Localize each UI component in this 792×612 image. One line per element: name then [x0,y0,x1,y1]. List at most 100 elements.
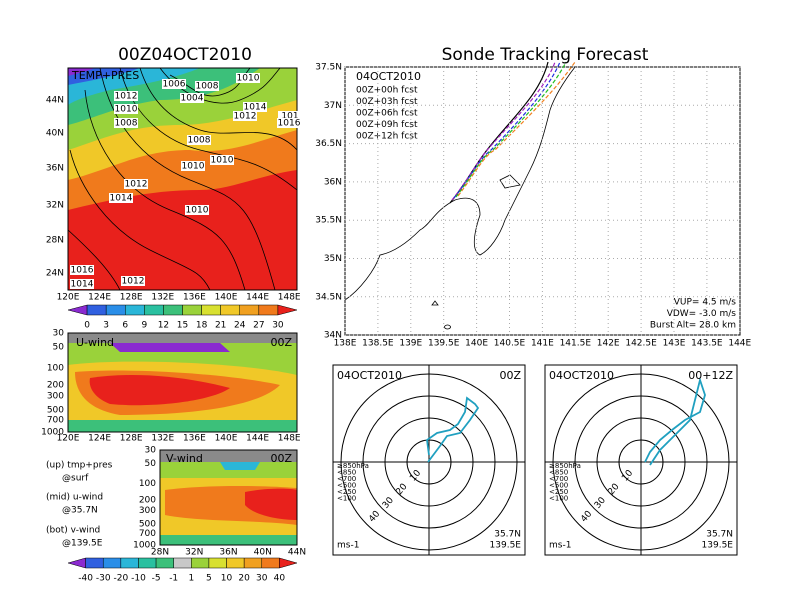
level-legend: <500 [337,482,356,490]
contour-label: 1012 [234,112,257,122]
note: (up) tmp+pres [46,461,113,471]
tracks [449,61,576,204]
flight-stat: VDW= -3.0 m/s [667,309,737,319]
pressure-label: 1000 [133,541,156,551]
contour-label: 1008 [115,119,138,129]
contour-label: 1010 [182,162,205,172]
lon-label: 143.5E [691,339,723,349]
colorbar-label: 18 [196,321,208,331]
note: @35.7N [62,506,98,516]
colorbar-label: 30 [256,574,268,584]
lon-label: 138E [334,339,357,349]
lat-label: 34.5N [315,292,342,302]
lon-label: 148E [278,293,301,303]
lat-label: 35.5N [315,216,342,226]
contour-label: 1016 [278,119,301,129]
colorbar-label: -5 [152,574,161,584]
lon-label: 144E [728,339,751,349]
contour-label-bg [121,276,145,286]
legend-date: 04OCT2010 [356,70,421,83]
level-legend: <500 [549,482,568,490]
colorbar-label: 1 [188,574,194,584]
pressure-label: 30 [145,446,157,456]
contour-label-bg [70,265,94,275]
coastline [344,66,576,330]
ring-label: 40 [367,509,382,524]
contour-label-bg [109,193,133,203]
hodo-time: 00+12Z [688,369,733,382]
colorbar-label: 5 [206,574,212,584]
level-legend: <700 [337,475,356,483]
colorbar-label: 21 [215,321,226,331]
contour-label-bg [114,104,138,114]
contour-label-bg [278,111,302,121]
lat-label: 35N [324,254,342,264]
pressure-label: 500 [47,406,64,416]
lat-label: 32N [46,201,64,211]
level-legend: <250 [337,488,356,496]
hodo-time: 00Z [499,369,521,382]
lon-label: 140E [215,293,238,303]
colorbar-box [125,304,145,316]
v-wind-frame [159,449,298,546]
pressure-label: 30 [53,329,65,339]
lat-label: 36N [46,164,64,174]
level-legend: <850 [337,469,356,477]
speed-ring [384,417,474,507]
colorbar-box [182,304,202,316]
contour-label-bg [114,118,138,128]
colorbar-label: 30 [272,321,284,331]
note: (bot) v-wind [46,526,100,536]
note: @139.5E [62,539,103,549]
hodo-date: 04OCT2010 [549,369,614,382]
colorbar-box [220,304,240,316]
colorbar-label: -40 [78,574,93,584]
pressure-label: 700 [139,529,156,539]
lat-label: 36N [324,177,342,187]
pressure-label: 100 [47,364,64,374]
colorbar-label: 20 [238,574,250,584]
lon-label: 141.5E [560,339,592,349]
hodo-date: 04OCT2010 [337,369,402,382]
ring-label: 40 [579,509,594,524]
lon-label: 124E [88,434,111,444]
ring-label: 20 [395,482,410,497]
colorbar-label: 24 [234,321,246,331]
lat-label: 44N [288,548,306,558]
lon-label: 144E [246,293,269,303]
lon-label: 136E [183,293,206,303]
lon-label: 120E [57,434,80,444]
colorbar-label: 9 [141,321,147,331]
contour-label-bg [185,205,209,215]
note: @surf [62,474,89,484]
lon-label: 136E [183,434,206,444]
hodo-lon: 139.5E [490,541,522,551]
level-legend: <700 [549,475,568,483]
colorbar-box [102,557,122,569]
colorbar-label: 3 [103,321,109,331]
pressure-label: 700 [47,416,64,426]
ring-label: 30 [381,495,396,510]
lat-label: 32N [185,548,203,558]
ring-label: 10 [620,468,635,483]
contour-label-bg [195,81,219,91]
contour-label: 1012 [115,92,138,102]
contour-label: 1014 [244,103,267,113]
lon-label: 124E [88,293,111,303]
hodo-units: ms-1 [337,541,359,551]
colorbar-label: -1 [169,574,178,584]
contour-label-bg [243,102,267,112]
lon-label: 148E [278,434,301,444]
contour-label: 101 [281,112,298,122]
ring-label: 30 [593,495,608,510]
contour-label-bg [277,118,301,128]
colorbar-label: -20 [113,574,128,584]
lat-label: 37.5N [315,63,342,73]
lon-label: 138.5E [362,339,394,349]
contour-label-bg [180,93,204,103]
level-legend: <250 [549,488,568,496]
colorbar-box [277,304,298,316]
hodo-lat: 35.7N [706,530,733,540]
ring-label: 10 [408,468,423,483]
